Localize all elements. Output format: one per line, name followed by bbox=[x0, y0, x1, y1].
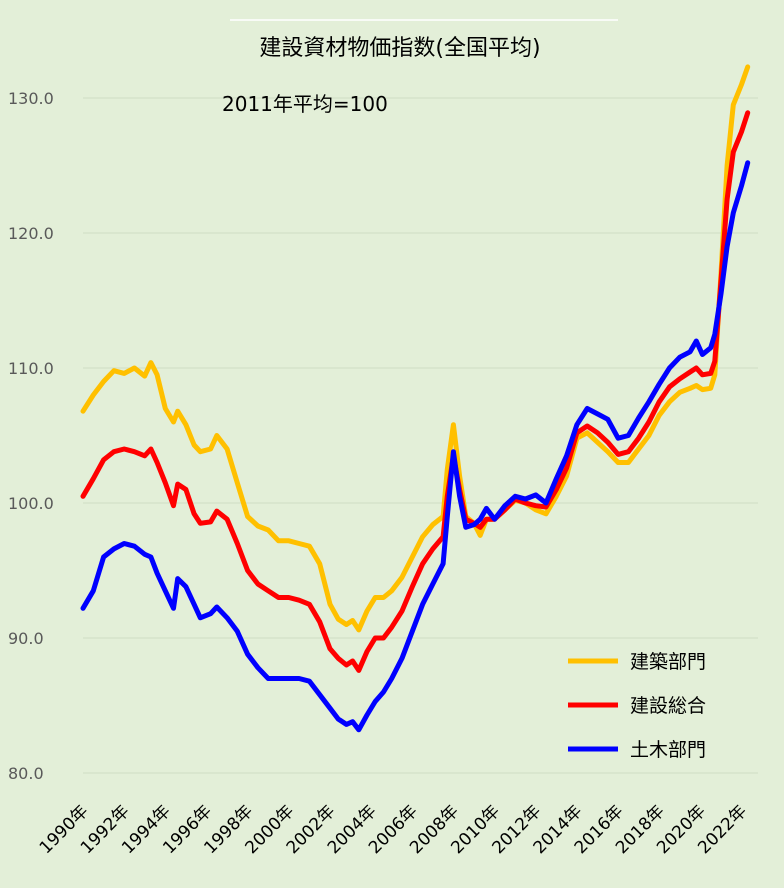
legend-label-0: 建築部門 bbox=[630, 651, 706, 673]
series-line-0 bbox=[80, 64, 751, 633]
y-tick-label: 100.0 bbox=[8, 494, 54, 513]
chart-title: 建設資材物価指数(全国平均) bbox=[259, 36, 540, 61]
y-axis-ticks: 80.0 90.0 100.0 110.0 120.0 130.0 bbox=[8, 89, 54, 783]
series-lines bbox=[80, 64, 751, 733]
legend-label-2: 土木部門 bbox=[630, 739, 706, 761]
chart-subtitle: 2011年平均=100 bbox=[222, 92, 388, 116]
series-line-1 bbox=[80, 110, 751, 673]
y-tick-label: 90.0 bbox=[8, 629, 44, 648]
y-tick-label: 130.0 bbox=[8, 89, 54, 108]
legend-label-1: 建設総合 bbox=[630, 695, 706, 717]
y-tick-label: 80.0 bbox=[8, 764, 44, 783]
y-tick-label: 110.0 bbox=[8, 359, 54, 378]
series-line-2 bbox=[80, 160, 751, 733]
y-tick-label: 120.0 bbox=[8, 224, 54, 243]
grid-lines bbox=[83, 97, 758, 774]
